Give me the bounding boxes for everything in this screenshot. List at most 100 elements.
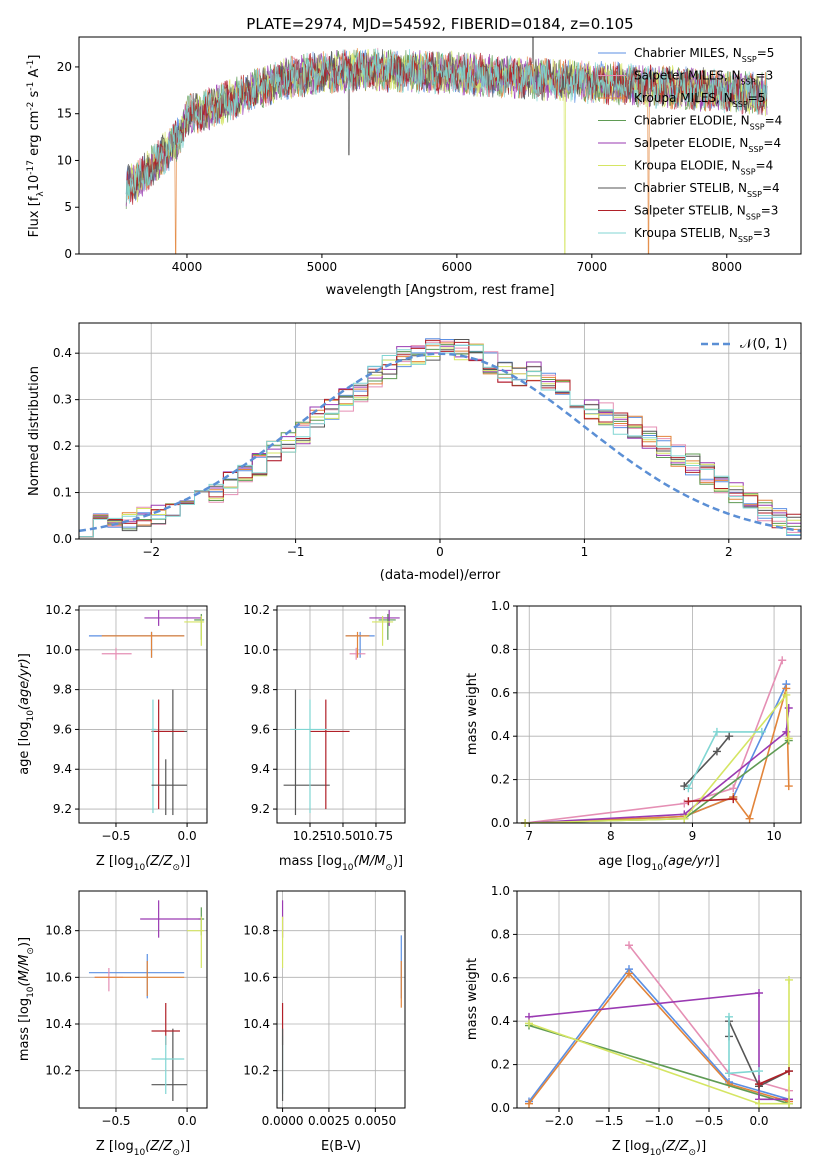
spectrum-lines [125,37,768,254]
mass-z-panel: −0.5 0.010.210.410.610.8 Z [log10(Z/Z⊙)] … [17,890,208,1158]
x-tick-label: 0.0 [178,1114,197,1128]
x-tick-label: −0.5 [101,1114,130,1128]
weight-marker [712,727,721,736]
y-tick-label: 1.0 [491,884,510,898]
x-tick-label: −1 [287,545,305,559]
x-tick-label: 7 [525,829,533,843]
weight-z-panel: −2.0 −1.5 −1.0 −0.5 0.0 0.0 0.2 0.4 0.6 0.8 1.0 Z … [465,884,802,1158]
figure-title: PLATE=2974, MJD=54592, FIBERID=0184, z=0… [246,15,633,33]
residual-histograms [78,338,802,538]
mass-ebv-xlabel: E(B-V) [321,1139,361,1154]
mass-z-ticks: −0.5 0.0 10.2 10.4 10.6 10.8 [45,924,196,1128]
weight-line [525,707,790,824]
y-tick-label: 0.6 [491,686,510,700]
weight-line [528,992,789,1101]
x-tick-label: −1.5 [594,1114,623,1128]
weight-marker [755,1099,763,1108]
mass-z-points [88,900,205,1101]
weight-z-lines [525,941,793,1108]
legend-label: Kroupa MILES, NSSP=5 [634,91,765,109]
weight-marker [680,799,689,808]
y-tick-label: 0.3 [53,393,72,407]
spectrum-legend: Chabrier MILES, NSSP=5 Salpeter MILES, NS… [598,46,782,244]
y-tick-label: 10.4 [243,1017,270,1031]
mass-ebv-ticks: 0.0000 0.0025 0.0050 10.2 10.4 10.6 10.8 [243,924,396,1128]
legend-label: Kroupa STELIB, NSSP=3 [634,226,771,244]
mass-z-grid [79,891,207,1108]
spectrum-panel: 4000 5000 6000 7000 8000 0 5 10 15 20 Chabrier MI… [26,36,802,298]
residual-legend: 𝒩(0, 1) [701,337,787,352]
weight-line [525,739,790,824]
y-tick-label: 20 [57,60,72,74]
age-z-ticks: −0.5 0.0 9.2 9.4 9.6 9.8 10.0 10.2 [45,603,196,843]
weight-marker [757,727,766,736]
x-tick-label: 8000 [712,260,743,274]
y-tick-label: 0.0 [491,1101,510,1115]
legend-label: Chabrier MILES, NSSP=5 [634,46,774,64]
y-tick-label: 9.8 [53,683,72,697]
y-tick-label: 10.2 [45,1064,72,1078]
y-tick-label: 0.2 [491,1058,510,1072]
y-tick-label: 10.2 [45,603,72,617]
x-tick-label: 10 [766,829,781,843]
y-tick-label: 0.0 [491,816,510,830]
weight-age-lines [521,656,793,827]
weight-marker [785,975,793,984]
weight-z-ticks: −2.0 −1.5 −1.0 −0.5 0.0 0.0 0.2 0.4 0.6 0.8 1.0 [491,884,769,1128]
weight-marker [784,703,793,712]
y-tick-label: 9.2 [53,802,72,816]
x-tick-label: 1 [581,545,589,559]
y-tick-label: 0.8 [491,642,510,656]
weight-marker [784,734,793,743]
weight-marker [729,795,738,804]
x-tick-label: 9 [689,829,697,843]
spectrum-line [125,48,768,204]
legend-label: Salpeter STELIB, NSSP=3 [634,204,778,222]
weight-marker [684,784,693,793]
residual-ticks: −2 −1 0 1 2 0.0 0.1 0.2 0.3 0.4 [53,346,733,559]
y-tick-label: 0 [64,247,72,261]
weight-marker [729,784,738,793]
weight-z-xlabel: Z [log10(Z/Z⊙)] [612,1139,706,1158]
mass-z-ylabel: mass [log10(M/M⊙)] [17,937,36,1061]
weight-marker [625,969,633,978]
weight-line [525,688,790,824]
y-tick-label: 0.2 [53,439,72,453]
weight-age-axes-frame [516,605,802,824]
residual-panel: −2 −1 0 1 2 0.0 0.1 0.2 0.3 0.4 𝒩(0, 1) (data-mod… [27,322,802,583]
y-tick-label: 0.4 [491,729,510,743]
x-tick-label: 0.0 [178,829,197,843]
age-z-xlabel: Z [log10(Z/Z⊙)] [96,854,190,873]
x-tick-label: 10.75 [359,829,393,843]
x-tick-label: 0.0025 [308,1114,350,1128]
weight-line [525,660,783,824]
weight-marker [725,732,734,741]
weight-marker [625,941,633,950]
weight-marker [785,1067,793,1076]
weight-marker [525,1019,533,1028]
age-mass-xlabel: mass [log10(M/M⊙)] [279,854,403,873]
y-tick-label: 1.0 [491,599,510,613]
age-mass-grid [277,606,405,823]
y-tick-label: 10 [57,153,72,167]
mass-ebv-panel: 0.0000 0.0025 0.0050 10.2 10.4 10.6 10.8 E(B-V… [243,890,406,1154]
weight-line [525,692,790,824]
weight-marker [680,782,689,791]
mass-ebv-points [281,900,402,1101]
x-tick-label: 0.0 [749,1114,768,1128]
weight-marker [755,1067,763,1076]
spectrum-ticks: 4000 5000 6000 7000 8000 0 5 10 15 20 [57,60,742,274]
y-tick-label: 10.2 [243,603,270,617]
age-z-panel: −0.5 0.0 9.2 9.4 9.6 9.8 10.0 10.2 Z [log10(Z/Z… [17,603,208,873]
weight-marker [684,797,693,806]
y-tick-label: 0.0 [53,532,72,546]
legend-label: Chabrier ELODIE, NSSP=4 [634,114,782,132]
weight-z-ylabel: mass weight [465,958,480,1040]
y-tick-label: 9.8 [251,683,270,697]
spectrum-xlabel: wavelength [Angstrom, rest frame] [326,283,555,298]
mass-z-axes-frame [78,890,208,1109]
weight-age-ticks: 7 8 9 10 0.0 0.2 0.4 0.6 0.8 1.0 [491,599,782,843]
weight-marker [778,656,787,665]
age-z-points [88,609,205,816]
